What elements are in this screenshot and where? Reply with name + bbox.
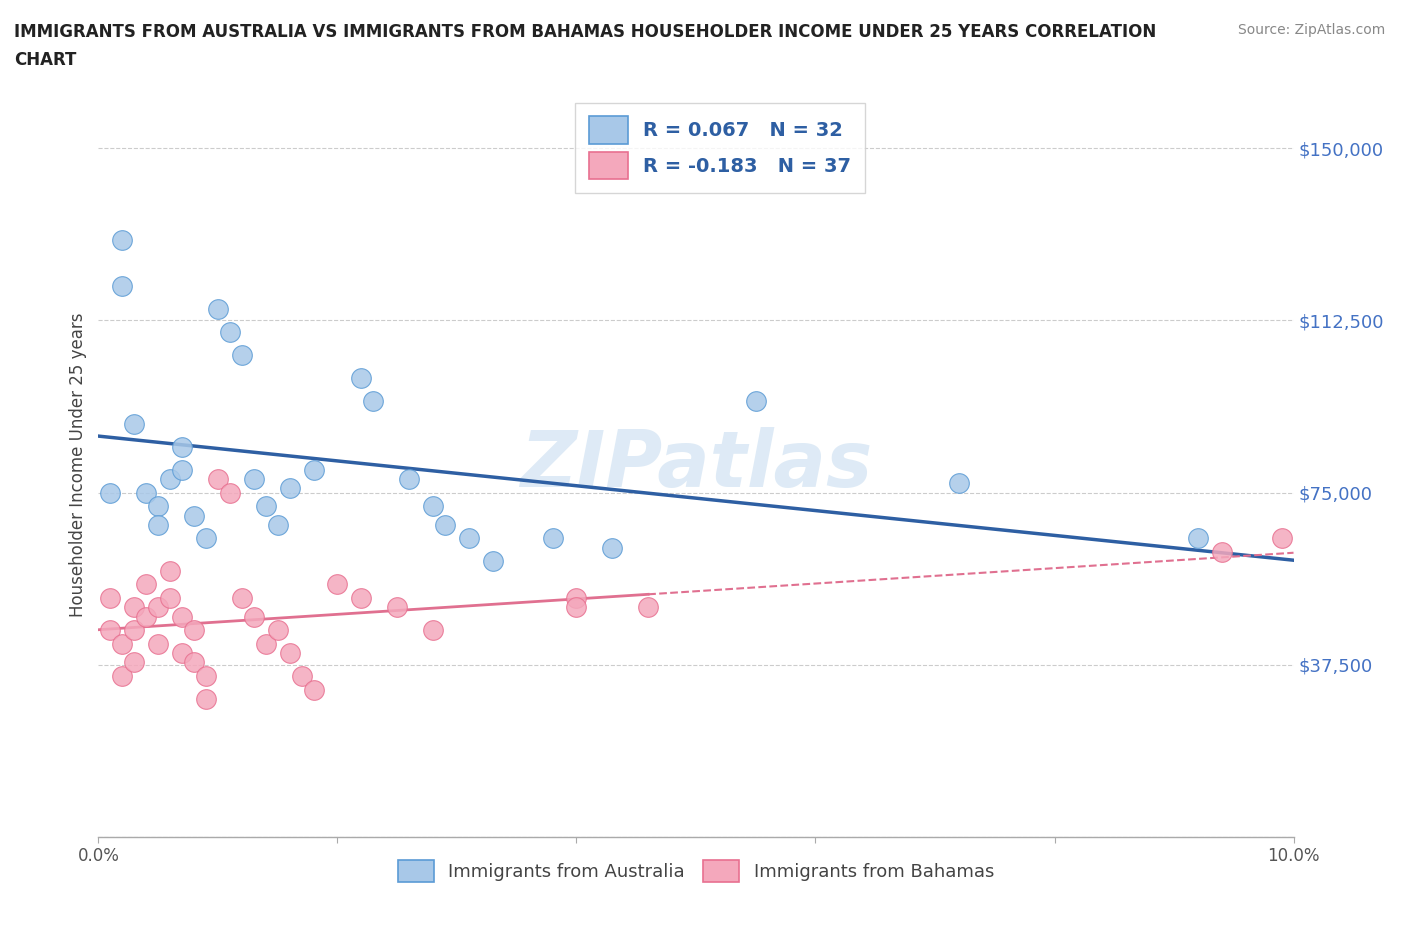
Point (602, 540, 624, 555)
Point (195, 531, 218, 546)
Point (458, 531, 481, 546)
Point (172, 439, 194, 454)
Point (254, 498, 277, 513)
Point (326, 577, 349, 591)
Point (385, 600, 409, 615)
Text: ZIPatlas: ZIPatlas (520, 427, 872, 503)
Point (98, 485, 122, 500)
Point (278, 645, 301, 660)
Point (267, 623, 290, 638)
Point (172, 609, 194, 624)
Point (207, 301, 229, 316)
Point (148, 600, 170, 615)
Point (565, 591, 588, 605)
Point (565, 600, 588, 615)
Point (195, 669, 218, 684)
Legend: Immigrants from Australia, Immigrants from Bahamas: Immigrants from Australia, Immigrants fr… (389, 851, 1002, 891)
Point (302, 683, 325, 698)
Point (135, 577, 157, 591)
Point (183, 508, 205, 523)
Point (183, 655, 205, 670)
Point (1271, 531, 1294, 546)
Point (948, 476, 970, 491)
Point (637, 600, 659, 615)
Point (231, 591, 253, 605)
Text: IMMIGRANTS FROM AUSTRALIA VS IMMIGRANTS FROM BAHAMAS HOUSEHOLDER INCOME UNDER 25: IMMIGRANTS FROM AUSTRALIA VS IMMIGRANTS … (14, 23, 1156, 41)
Point (398, 472, 420, 486)
Point (124, 600, 146, 615)
Point (350, 591, 373, 605)
Point (111, 232, 134, 247)
Point (1187, 531, 1209, 546)
Point (422, 623, 444, 638)
Point (148, 637, 170, 652)
Point (1211, 545, 1233, 560)
Point (434, 517, 457, 532)
Point (745, 393, 768, 408)
Point (350, 370, 373, 385)
Point (124, 655, 146, 670)
Point (195, 692, 218, 707)
Point (482, 554, 505, 569)
Point (98, 591, 122, 605)
Point (231, 347, 253, 362)
Point (363, 393, 385, 408)
Point (541, 531, 564, 546)
Point (159, 564, 181, 578)
Point (124, 417, 146, 432)
Point (254, 637, 277, 652)
Point (111, 278, 134, 293)
Point (111, 637, 134, 652)
Point (243, 609, 266, 624)
Point (422, 498, 444, 513)
Point (278, 481, 301, 496)
Point (159, 591, 181, 605)
Point (135, 485, 157, 500)
Text: CHART: CHART (14, 51, 76, 69)
Point (291, 669, 314, 684)
Point (135, 609, 157, 624)
Point (172, 645, 194, 660)
Point (124, 623, 146, 638)
Point (148, 517, 170, 532)
Point (148, 498, 170, 513)
Point (219, 485, 242, 500)
Point (243, 472, 266, 486)
Point (183, 623, 205, 638)
Y-axis label: Householder Income Under 25 years: Householder Income Under 25 years (69, 312, 87, 618)
Point (159, 472, 181, 486)
Point (98, 623, 122, 638)
Point (302, 462, 325, 477)
Point (267, 517, 290, 532)
Point (219, 325, 242, 339)
Point (207, 472, 229, 486)
Point (111, 669, 134, 684)
Text: Source: ZipAtlas.com: Source: ZipAtlas.com (1237, 23, 1385, 37)
Point (172, 462, 194, 477)
